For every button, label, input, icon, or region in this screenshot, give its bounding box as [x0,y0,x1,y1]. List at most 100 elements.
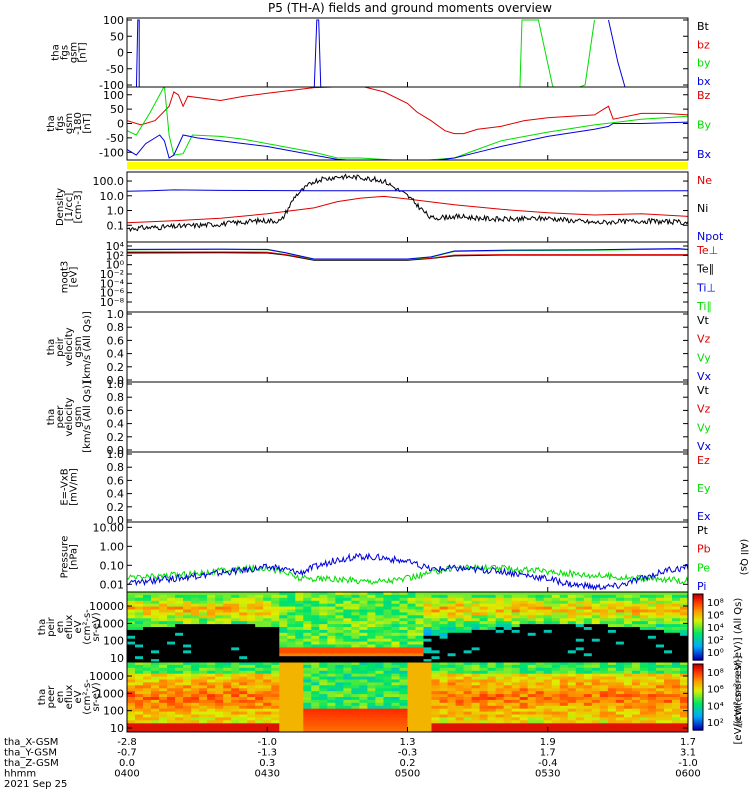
colorbar-segment [693,726,703,729]
heatmap-cell [311,650,320,654]
heatmap-cell [455,729,465,732]
heatmap-cell [295,670,304,675]
heatmap-cell [495,609,505,613]
heatmap-cell [223,714,232,718]
heatmap-cell [151,711,160,716]
heatmap-cell [391,676,401,681]
heatmap-cell [623,679,633,683]
heatmap-cell [479,682,489,686]
y-axis-label-line: peer [46,685,57,709]
heatmap-cell [383,685,393,689]
heatmap-cell [439,717,449,721]
heatmap-cell [191,615,200,619]
heatmap-cell [375,714,384,718]
heatmap-cell [471,720,481,724]
heatmap-cell [255,729,264,732]
heatmap-cell [391,641,401,646]
heatmap-cell [279,714,288,718]
heatmap-cell [383,627,393,631]
heatmap-cell [399,729,409,732]
heatmap-cell [191,676,200,681]
heatmap-cell [311,664,320,669]
heatmap-cell [367,638,376,643]
heatmap-cell [680,653,688,657]
heatmap-cell [399,635,409,640]
heatmap-cell [615,688,625,692]
heatmap-cell [287,659,296,662]
heatmap-cell [399,688,409,692]
heatmap-cell [463,632,473,637]
heatmap-cell [583,679,593,683]
heatmap-cell [223,699,232,704]
heatmap-cell [455,603,465,608]
heatmap-cell [399,717,409,721]
colorbar-segment [693,641,703,645]
heatmap-cell [439,618,449,622]
heatmap-cell [503,673,513,678]
heatmap-cell [607,667,617,672]
heatmap-cell [207,729,216,732]
heatmap-cell [327,723,336,727]
heatmap-cell [335,638,344,643]
heatmap-cell [335,627,344,631]
heatmap-cell [503,644,513,648]
heatmap-cell [543,597,553,602]
heatmap-cell [655,676,665,681]
heatmap-cell [311,606,320,611]
heatmap-cell [319,650,328,654]
heatmap-cell [599,676,609,681]
heatmap-cell [311,705,320,710]
heatmap-cell [319,647,328,651]
heatmap-cell [672,641,681,646]
heatmap-cell [463,723,473,727]
heatmap-cell [407,705,417,710]
heatmap-cell [591,647,601,651]
heatmap-cell [615,708,625,713]
heatmap-cell [672,653,681,657]
heatmap-cell [583,688,593,692]
heatmap-cell [191,664,200,669]
heatmap-cell [447,682,457,686]
heatmap-cell [431,606,441,611]
heatmap-cell [263,717,272,721]
heatmap-cell [447,679,457,683]
heatmap-cell [551,723,561,727]
heatmap-cell [495,615,505,619]
heatmap-cell [327,673,336,678]
heatmap-cell [631,612,641,616]
heatmap-cell [535,729,545,732]
heatmap-cell [343,676,352,681]
heatmap-cell [423,618,433,622]
heatmap-cell [343,594,352,599]
heatmap-cell [295,720,304,724]
heatmap-cell [151,702,160,707]
heatmap-cell [359,729,368,732]
heatmap-cell [447,662,457,666]
heatmap-cell [143,612,152,616]
heatmap-cell [183,629,192,634]
heatmap-cell [495,685,505,689]
heatmap-cell [471,603,481,608]
y-tick-label: 0.6 [107,474,125,487]
heatmap-cell [159,618,168,622]
heatmap-cell [431,705,441,710]
heatmap-cell [191,697,200,701]
heatmap-cell [407,702,417,707]
heatmap-cell [423,638,433,643]
heatmap-cell [351,685,360,689]
heatmap-cell [423,720,433,724]
heatmap-cell [367,644,376,648]
y-tick-label: -50 [106,132,124,145]
heatmap-cell [255,644,264,648]
heatmap-cell [463,650,473,654]
heatmap-cell [239,624,248,628]
heatmap-cell [343,592,352,596]
heatmap-cell [664,694,673,698]
heatmap-cell [503,603,513,608]
legend-entry: by [697,57,711,70]
heatmap-cell [647,597,657,602]
heatmap-cell [279,682,288,686]
heatmap-cell [359,688,368,692]
heatmap-cell [207,694,216,698]
